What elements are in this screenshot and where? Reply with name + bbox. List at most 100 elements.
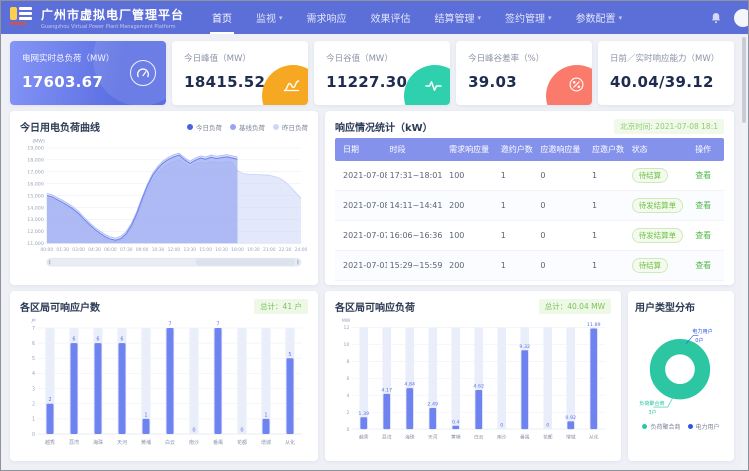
brand: 广州市虚拟电厂管理平台 Guangzhou Virtual Power Plan… [41, 1, 184, 34]
legend-dot [273, 124, 279, 130]
view-link[interactable]: 查看 [695, 231, 711, 240]
svg-text:南沙: 南沙 [497, 434, 507, 441]
bar-增城 [567, 421, 574, 429]
district-load-panel: 各区局可响应负荷 总计：40.04 MW 024681012MW1.39越秀4.… [325, 291, 621, 461]
cell-status: 待结算 [629, 161, 693, 191]
svg-text:12: 12 [344, 325, 350, 331]
svg-text:18,000: 18,000 [27, 158, 44, 164]
svg-text:从化: 从化 [285, 439, 295, 446]
logo-icon [9, 5, 35, 27]
svg-text:6: 6 [120, 337, 123, 343]
cell-responded-users: 1 [589, 191, 629, 221]
svg-text:8: 8 [346, 359, 349, 365]
nav-item-3[interactable]: 效果评估 [359, 1, 423, 34]
cell-date: 2021-07-08 [335, 191, 387, 221]
scrollbar-track[interactable] [741, 35, 747, 469]
kpi-card-1: 今日峰值（MW）18415.52 [172, 41, 308, 105]
datazoom-handle-right[interactable] [297, 260, 299, 265]
bar-越秀 [360, 417, 367, 429]
nav-item-2[interactable]: 需求响应 [295, 1, 359, 34]
cell-action: 查看 [692, 161, 724, 191]
nav-item-label: 效果评估 [371, 10, 411, 25]
kpi-label: 今日峰值（MW） [184, 52, 296, 64]
view-link[interactable]: 查看 [695, 261, 711, 270]
svg-text:04:30: 04:30 [88, 247, 101, 253]
svg-text:0: 0 [546, 423, 549, 429]
nav-item-label: 首页 [212, 10, 232, 25]
legend-item-1[interactable]: 基线负荷 [230, 122, 265, 132]
bar-白云 [167, 328, 174, 434]
svg-text:03:00: 03:00 [72, 247, 85, 253]
datazoom-handle-left[interactable] [49, 260, 51, 265]
col-responded-users: 应邀户数 [589, 138, 629, 161]
svg-text:9.32: 9.32 [519, 344, 530, 350]
svg-text:13:30: 13:30 [184, 247, 197, 253]
nav-item-1[interactable]: 监视▾ [244, 1, 295, 34]
svg-text:荔湾: 荔湾 [382, 434, 392, 441]
view-link[interactable]: 查看 [695, 201, 711, 210]
bar-荔湾 [383, 394, 390, 429]
user-type-legend-item-1[interactable]: 电力用户 [688, 422, 720, 431]
svg-text:22:30: 22:30 [279, 247, 292, 253]
svg-text:6: 6 [96, 337, 99, 343]
svg-text:2.49: 2.49 [427, 402, 438, 408]
user-type-legend: 负荷聚合商电力用户 [635, 422, 727, 431]
table-row-0: 2021-07-0817:31~18:01100101待结算查看 [335, 161, 724, 191]
svg-text:5: 5 [32, 356, 35, 362]
svg-text:番禺: 番禺 [520, 434, 530, 441]
bar-天河 [119, 343, 126, 434]
kpi-label: 今日谷值（MW） [326, 52, 438, 64]
middle-row: 今日用电负荷曲线 今日负荷基线负荷昨日负荷 11,00012,00013,000… [10, 111, 734, 285]
legend-item-2[interactable]: 昨日负荷 [273, 122, 308, 132]
view-link[interactable]: 查看 [695, 171, 711, 180]
nav-item-6[interactable]: 参数配置▾ [564, 1, 635, 34]
bell-icon[interactable] [710, 12, 722, 24]
nav-item-label: 需求响应 [307, 10, 347, 25]
district-households-title: 各区局可响应户数 [20, 299, 100, 314]
svg-text:户: 户 [31, 318, 36, 325]
svg-text:6: 6 [32, 341, 35, 347]
cell-action: 查看 [692, 191, 724, 221]
status-badge: 待发结算单 [632, 228, 684, 243]
bar-从化 [287, 358, 294, 434]
nav-item-4[interactable]: 结算管理▾ [423, 1, 494, 34]
scrollbar-thumb[interactable] [742, 37, 746, 123]
district-households-chart: 01234567户2越秀6荔湾6海珠6天河1黄埔7白云0南沙7番禺0花都1增城5… [20, 316, 308, 452]
load-curve-chart: 11,00012,00013,00014,00015,00016,00017,0… [20, 136, 308, 277]
app-subtitle: Guangzhou Virtual Power Plant Management… [41, 24, 184, 30]
svg-text:4: 4 [346, 393, 349, 399]
user-type-donut-chart: 电力用户0户负荷聚合商3户 [635, 314, 727, 420]
pulse-icon [425, 77, 442, 96]
svg-text:MW: MW [342, 318, 351, 324]
user-type-title: 用户类型分布 [635, 299, 727, 314]
svg-text:天河: 天河 [428, 434, 438, 441]
response-stats-panel: 响应情况统计（kW） 北京时间: 2021-07-08 18:1 日期时段需求响… [325, 111, 734, 285]
cell-responded: 0 [537, 251, 589, 281]
user-type-legend-item-0[interactable]: 负荷聚合商 [642, 422, 680, 431]
bar-黄埔 [143, 419, 150, 434]
nav-item-5[interactable]: 签约管理▾ [493, 1, 564, 34]
svg-text:12,000: 12,000 [27, 229, 44, 235]
district-load-title: 各区局可响应负荷 [335, 299, 415, 314]
svg-text:19:30: 19:30 [247, 247, 260, 253]
nav-item-label: 参数配置 [576, 10, 616, 25]
col-action: 操作 [692, 138, 724, 161]
col-demand: 需求响应量 [446, 138, 498, 161]
nav-item-label: 结算管理 [435, 10, 475, 25]
user-type-panel: 用户类型分布 电力用户0户负荷聚合商3户 负荷聚合商电力用户 [628, 291, 734, 461]
svg-text:5: 5 [288, 352, 291, 358]
cell-responded: 0 [537, 191, 589, 221]
svg-text:1.39: 1.39 [358, 411, 369, 417]
svg-text:4: 4 [32, 371, 35, 377]
main-nav: 首页监视▾ 需求响应 效果评估结算管理▾签约管理▾参数配置▾ [200, 1, 634, 34]
cell-date: 2021-07-07 [335, 221, 387, 251]
nav-item-0[interactable]: 首页 [200, 1, 244, 34]
bar-海珠 [406, 388, 413, 429]
legend-item-0[interactable]: 今日负荷 [187, 122, 222, 132]
svg-text:7: 7 [216, 322, 219, 328]
bar-从化 [590, 328, 597, 429]
svg-text:南沙: 南沙 [189, 439, 199, 446]
avatar[interactable] [734, 9, 748, 27]
cell-demand: 100 [446, 221, 498, 251]
load-curve-panel: 今日用电负荷曲线 今日负荷基线负荷昨日负荷 11,00012,00013,000… [10, 111, 318, 285]
